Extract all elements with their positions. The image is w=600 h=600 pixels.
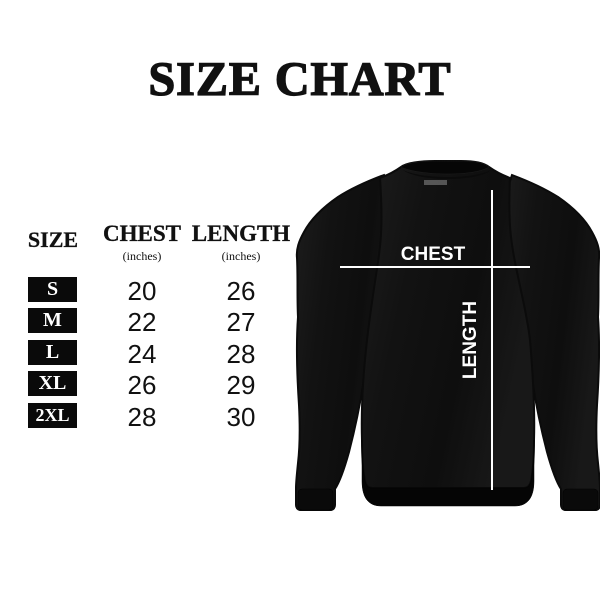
svg-text:LENGTH: LENGTH — [460, 301, 481, 379]
svg-text:CHEST: CHEST — [401, 244, 466, 265]
